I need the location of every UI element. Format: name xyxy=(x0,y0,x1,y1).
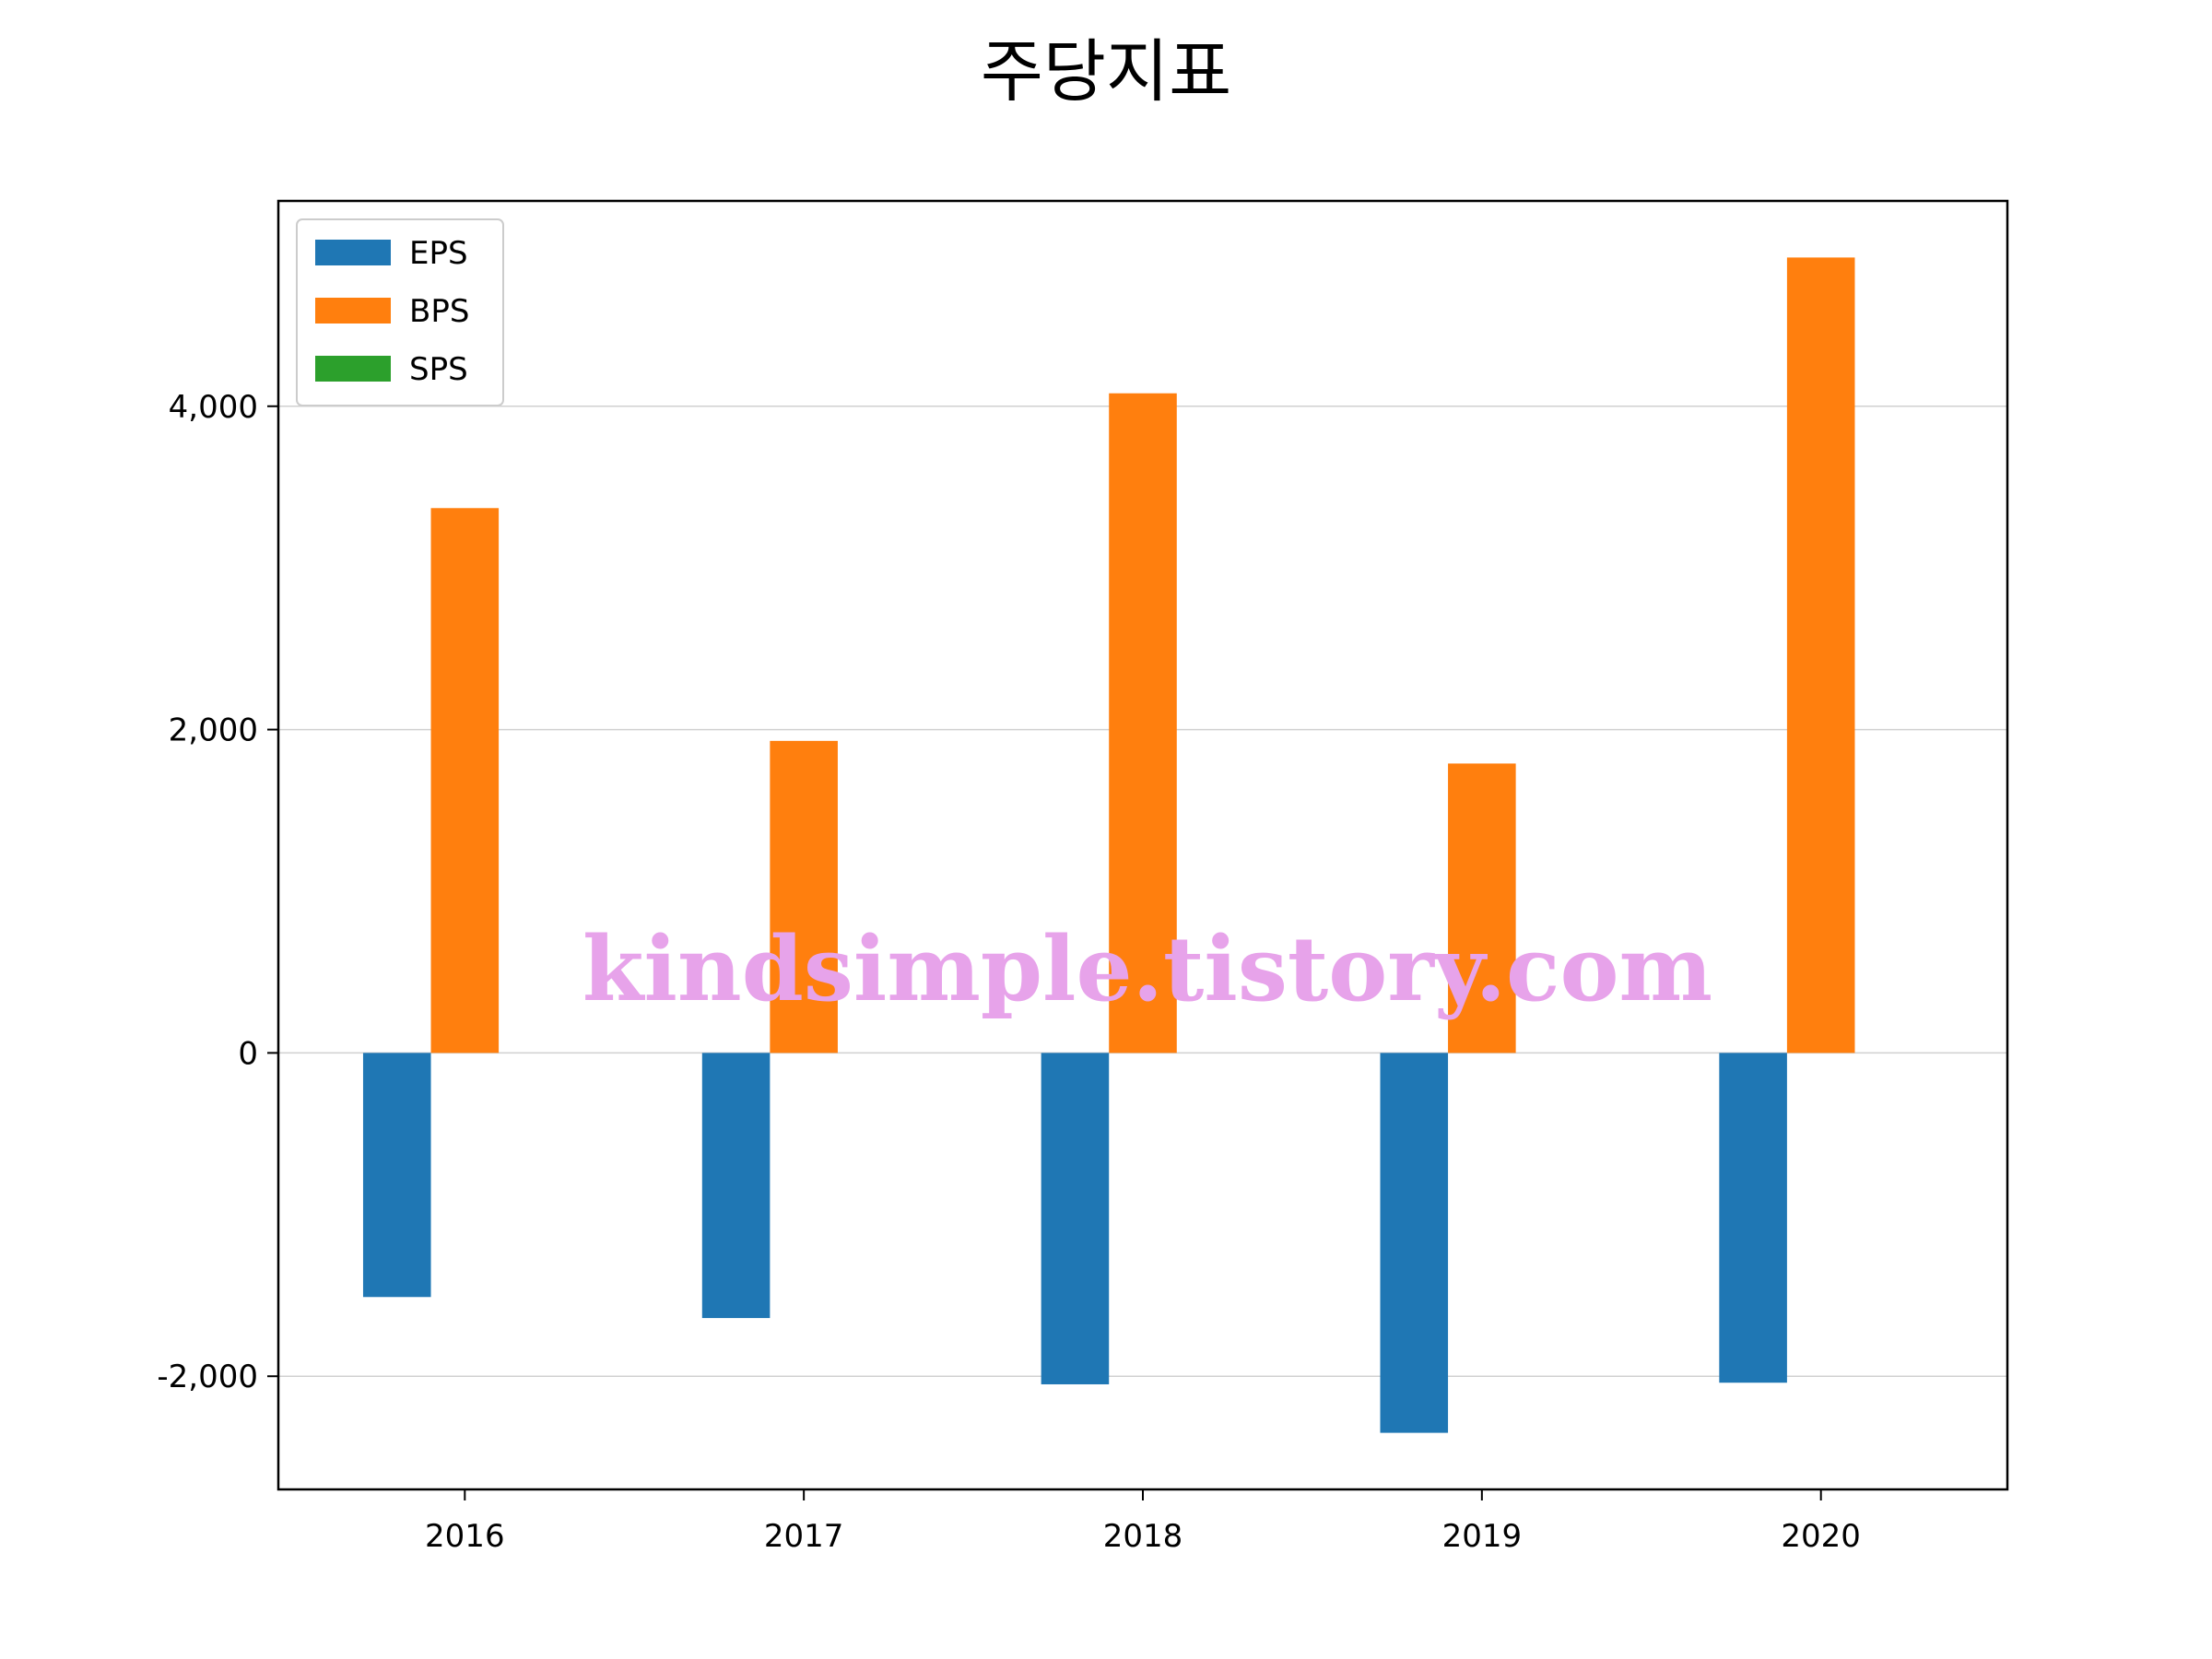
x-tick-label: 2017 xyxy=(764,1518,844,1555)
bars xyxy=(362,257,1855,1433)
bar-eps-2016 xyxy=(362,1053,431,1298)
legend-label-sps: SPS xyxy=(409,351,468,388)
legend: EPS BPS SPS xyxy=(296,218,504,406)
x-tick-label: 2016 xyxy=(425,1518,505,1555)
bar-bps-2018 xyxy=(1109,393,1177,1053)
legend-swatch-eps xyxy=(315,240,391,265)
bar-bps-2019 xyxy=(1448,763,1516,1053)
y-tick-label: 0 xyxy=(238,1035,258,1072)
chart-title: 주당지표 xyxy=(980,32,1232,112)
bar-eps-2019 xyxy=(1380,1053,1449,1433)
bar-bps-2016 xyxy=(430,508,500,1053)
legend-swatch-sps xyxy=(315,356,391,382)
x-axis: 2016 2017 2018 2019 2020 xyxy=(425,1489,1861,1555)
bar-eps-2017 xyxy=(701,1053,771,1319)
bar-eps-2018 xyxy=(1041,1053,1110,1384)
y-tick-label: 4,000 xyxy=(169,389,258,426)
watermark-text: kindsimple.tistory.com xyxy=(582,917,1712,1021)
legend-swatch-bps xyxy=(315,298,391,324)
y-axis: -2,000 0 2,000 4,000 xyxy=(157,389,278,1395)
bar-bps-2020 xyxy=(1786,257,1855,1053)
bar-bps-2017 xyxy=(770,740,838,1053)
y-tick-label: 2,000 xyxy=(169,712,258,749)
legend-label-bps: BPS xyxy=(409,293,469,330)
x-tick-label: 2018 xyxy=(1103,1518,1183,1555)
y-tick-label: -2,000 xyxy=(157,1359,258,1395)
x-tick-label: 2020 xyxy=(1781,1518,1861,1555)
bar-eps-2020 xyxy=(1719,1053,1787,1383)
x-tick-label: 2019 xyxy=(1442,1518,1523,1555)
legend-label-eps: EPS xyxy=(409,235,468,272)
